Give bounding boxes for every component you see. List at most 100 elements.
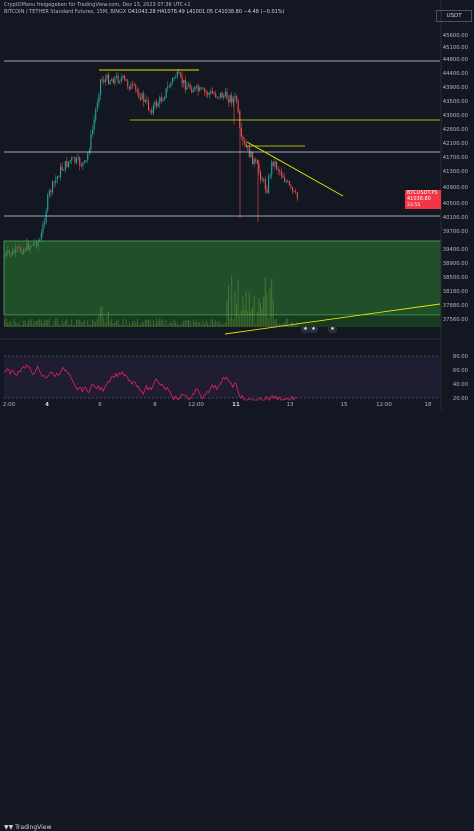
tradingview-logo[interactable]: ▼▼ TradingView xyxy=(4,824,51,831)
volume-bar xyxy=(60,325,61,327)
price-axis-label: 43000.00 xyxy=(442,113,468,119)
candle xyxy=(117,75,119,83)
volume-bar xyxy=(176,323,178,327)
candle xyxy=(122,75,124,78)
volume-bar xyxy=(202,319,204,327)
candle xyxy=(215,94,217,98)
candle xyxy=(178,71,180,74)
demand-zone xyxy=(3,240,442,316)
volume-bar xyxy=(170,321,172,327)
volume-bar xyxy=(242,296,244,327)
volume-bar xyxy=(45,320,47,327)
candle xyxy=(258,163,260,172)
candle xyxy=(56,176,58,180)
candle xyxy=(284,177,286,182)
candle xyxy=(130,84,132,90)
volume-bar xyxy=(144,319,146,327)
volume-bar xyxy=(269,288,271,327)
volume-bar xyxy=(260,303,261,327)
volume-bar xyxy=(276,319,277,327)
price-axis-label: 40500.00 xyxy=(442,201,468,207)
volume-bar xyxy=(133,320,135,327)
chart-canvas[interactable] xyxy=(0,0,474,426)
volume-bar xyxy=(76,319,77,327)
volume-bar xyxy=(245,291,247,327)
volume-bar xyxy=(50,325,52,327)
volume-bar xyxy=(98,314,100,327)
candle xyxy=(144,99,146,103)
volume-bar xyxy=(119,324,121,327)
rsi-axis-label: 40.00 xyxy=(452,382,468,388)
volume-bar xyxy=(196,319,197,327)
price-axis-label: 37560.00 xyxy=(442,317,468,323)
candle xyxy=(104,78,106,83)
volume-bar xyxy=(68,325,69,327)
candle xyxy=(226,91,228,100)
candle xyxy=(210,91,212,93)
volume-bar xyxy=(40,320,42,327)
volume-bar xyxy=(106,316,108,327)
volume-bar xyxy=(130,325,132,327)
currency-button[interactable]: USDT xyxy=(436,10,472,22)
candle xyxy=(247,147,249,148)
candle xyxy=(245,143,247,148)
candle xyxy=(250,151,252,158)
candle xyxy=(172,78,174,83)
volume-bar xyxy=(37,319,39,327)
candle xyxy=(212,91,214,94)
volume-bar xyxy=(296,322,298,327)
candle xyxy=(261,179,263,181)
price-axis-label: 44800.00 xyxy=(442,57,468,63)
price-axis-label: 42600.00 xyxy=(442,127,468,133)
candle xyxy=(108,74,110,85)
volume-bar xyxy=(210,319,212,327)
candle xyxy=(106,74,108,79)
us-flag-icon[interactable]: ★ xyxy=(309,326,318,333)
candle xyxy=(276,161,278,169)
candle xyxy=(90,134,92,151)
volume-bar xyxy=(183,320,185,327)
volume-bar xyxy=(8,321,10,327)
candle xyxy=(264,179,266,190)
us-flag-icon[interactable]: ★ xyxy=(328,326,337,333)
candle xyxy=(132,84,134,85)
symbol-line: BITCOIN / TETHER Standard Futures, 15M, … xyxy=(4,9,285,15)
candle xyxy=(208,92,210,95)
price-axis-label: 41300.00 xyxy=(442,169,468,175)
volume-bar xyxy=(85,325,87,327)
symbol-title[interactable]: BITCOIN / TETHER Standard Futures, 15M, … xyxy=(4,9,127,15)
candle xyxy=(133,84,135,86)
volume-bar xyxy=(221,322,223,327)
time-axis-label: 2:00 xyxy=(2,402,16,408)
time-axis-label: 12:00 xyxy=(188,402,204,408)
candle xyxy=(186,86,188,90)
candle xyxy=(252,151,254,165)
price-axis-label: 39400.00 xyxy=(442,247,468,253)
price-axis-label: 40900.00 xyxy=(442,185,468,191)
candle xyxy=(42,224,44,233)
candle xyxy=(184,79,186,90)
time-axis-label: 6 xyxy=(98,402,102,408)
candle xyxy=(66,161,68,167)
us-flag-icon[interactable]: ★ xyxy=(301,326,310,333)
candle xyxy=(53,181,55,183)
volume-bar xyxy=(277,324,279,327)
volume-bar xyxy=(66,318,68,327)
volume-bar xyxy=(264,276,266,327)
volume-bar xyxy=(101,306,103,327)
volume-bar xyxy=(4,319,5,327)
candle xyxy=(128,86,130,90)
candle xyxy=(232,98,234,103)
price-axis-label: 41700.00 xyxy=(442,155,468,161)
volume-bar xyxy=(280,324,282,327)
candle xyxy=(68,161,70,167)
candle xyxy=(271,161,273,175)
volume-bar xyxy=(16,324,18,327)
volume-bar xyxy=(154,323,156,327)
time-axis-label: 4 xyxy=(45,402,49,408)
price-axis-label: 37880.00 xyxy=(442,303,468,309)
brand-label: TradingView xyxy=(15,824,52,831)
candle xyxy=(85,160,87,161)
candle xyxy=(92,129,94,135)
volume-bar xyxy=(165,319,167,327)
